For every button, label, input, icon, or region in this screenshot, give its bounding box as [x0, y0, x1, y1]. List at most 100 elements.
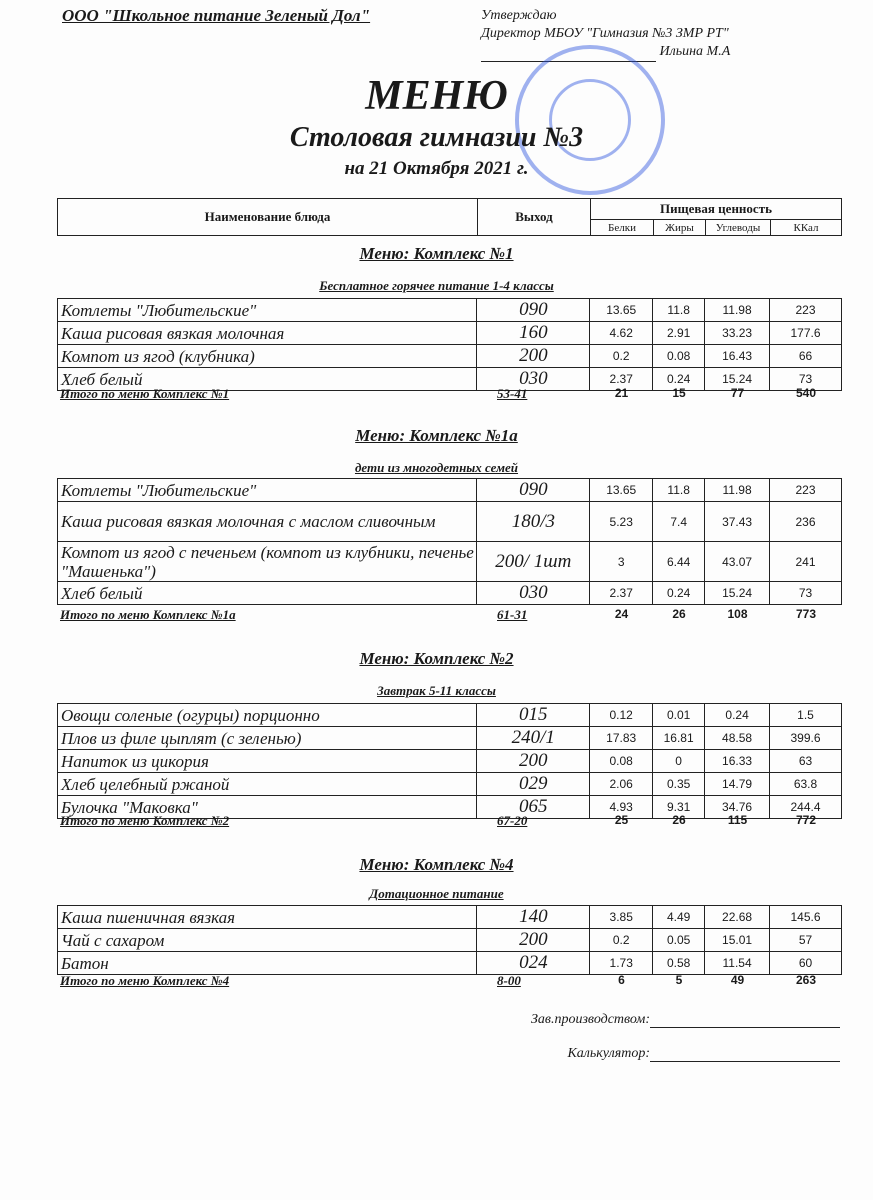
- fat: 0.08: [652, 344, 706, 368]
- total-label: Итого по меню Комплекс №1: [60, 386, 230, 401]
- col-nutrition: Пищевая ценность: [590, 198, 842, 220]
- total-carbs: 108: [727, 607, 748, 621]
- col-name: Наименование блюда: [57, 198, 478, 236]
- fat: 0.24: [652, 367, 706, 391]
- kcal: 223: [769, 298, 842, 322]
- col-fat: Жиры: [653, 219, 706, 236]
- kcal: 73: [769, 581, 842, 605]
- kcal: 63: [769, 749, 842, 773]
- section-title: Меню: Комплекс №4: [359, 855, 514, 874]
- fat: 7.4: [652, 501, 706, 542]
- protein: 3: [589, 541, 654, 582]
- total-price: 67-20: [497, 813, 528, 828]
- signature-production: Зав.производством:: [440, 1012, 840, 1028]
- fat: 16.81: [652, 726, 706, 750]
- protein: 13.65: [589, 298, 654, 322]
- page-subtitle: Столовая гимназии №3: [289, 122, 584, 153]
- total-carbs: 77: [730, 386, 745, 400]
- fat: 11.8: [652, 298, 706, 322]
- menu-table: Котлеты "Любительские" 090 13.65 11.8 11.98 2…: [56, 478, 842, 605]
- total-fat: 15: [672, 386, 686, 400]
- kcal: 73: [769, 367, 842, 391]
- fat: 4.49: [652, 905, 706, 929]
- col-kcal: ККал: [770, 219, 842, 236]
- output: 024: [476, 951, 591, 975]
- protein: 0.12: [589, 703, 654, 727]
- total-protein: 21: [614, 386, 629, 400]
- dish-name: Напиток из цикория: [56, 749, 478, 773]
- protein: 2.06: [589, 772, 654, 796]
- table-row: Плов из филе цыплят (с зеленью) 240/1 17.8…: [56, 726, 842, 750]
- kcal: 244.4: [769, 795, 842, 819]
- carbs: 11.98: [704, 478, 771, 502]
- output: 029: [476, 772, 591, 796]
- section-subtitle: дети из многодетных семей: [354, 460, 519, 475]
- table-row: Каша рисовая вязкая молочная с маслом сл…: [56, 501, 842, 542]
- fat: 2.91: [652, 321, 706, 345]
- dish-name: Компот из ягод (клубника): [56, 344, 478, 368]
- col-protein: Белки: [590, 219, 654, 236]
- output: 200: [476, 749, 591, 773]
- fat: 9.31: [652, 795, 706, 819]
- carbs: 22.68: [704, 905, 771, 929]
- menu-table: Каша пшеничная вязкая 140 3.85 4.49 22.68 145…: [56, 905, 842, 975]
- dish-name: Чай с сахаром: [56, 928, 478, 952]
- carbs: 33.23: [704, 321, 771, 345]
- section-title: Меню: Комплекс №1: [359, 244, 514, 263]
- kcal: 177.6: [769, 321, 842, 345]
- protein: 0.2: [589, 344, 654, 368]
- total-row: Итого по меню Комплекс №1 53-41 21 15 77 540: [57, 386, 842, 402]
- table-header: Наименование блюда Выход Пищевая ценност…: [57, 198, 842, 236]
- menu-date: на 21 Октября 2021 г.: [344, 158, 529, 179]
- table-row: Котлеты "Любительские" 090 13.65 11.8 11.98 2…: [56, 298, 842, 322]
- dish-name: Котлеты "Любительские": [56, 298, 478, 322]
- section-subtitle: Завтрак 5-11 классы: [377, 683, 496, 698]
- total-fat: 26: [672, 813, 686, 827]
- table-row: Напиток из цикория 200 0.08 0 16.33 63: [56, 749, 842, 773]
- fat: 0.24: [652, 581, 706, 605]
- fat: 0.05: [652, 928, 706, 952]
- output: 200: [476, 928, 591, 952]
- table-row: Хлеб белый 030 2.37 0.24 15.24 73: [56, 581, 842, 605]
- protein: 1.73: [589, 951, 654, 975]
- dish-name: Компот из ягод с печеньем (компот из клу…: [56, 541, 478, 582]
- carbs: 15.24: [704, 581, 771, 605]
- kcal: 60: [769, 951, 842, 975]
- carbs: 34.76: [704, 795, 771, 819]
- protein: 13.65: [589, 478, 654, 502]
- output: 140: [476, 905, 591, 929]
- kcal: 66: [769, 344, 842, 368]
- total-protein: 6: [618, 973, 625, 987]
- total-fat: 5: [675, 973, 683, 987]
- col-output: Выход: [477, 198, 591, 236]
- output: 015: [476, 703, 591, 727]
- fat: 0.01: [652, 703, 706, 727]
- total-label: Итого по меню Комплекс №1а: [60, 607, 236, 622]
- director-title: Директор МБОУ "Гимназия №3 ЗМР РТ": [481, 26, 729, 41]
- output: 030: [476, 367, 591, 391]
- dish-name: Хлеб белый: [56, 581, 478, 605]
- total-fat: 26: [672, 607, 686, 621]
- output: 200: [476, 344, 591, 368]
- director-name: Ильина М.А: [659, 44, 731, 59]
- signature-calculator: Калькулятор:: [440, 1046, 840, 1062]
- table-row: Хлеб белый 030 2.37 0.24 15.24 73: [56, 367, 842, 391]
- table-row: Каша пшеничная вязкая 140 3.85 4.49 22.68 145…: [56, 905, 842, 929]
- fat: 6.44: [652, 541, 706, 582]
- carbs: 16.43: [704, 344, 771, 368]
- total-price: 61-31: [497, 607, 528, 622]
- output: 090: [476, 478, 591, 502]
- total-row: Итого по меню Комплекс №2 67-20 25 26 115 772: [57, 813, 842, 829]
- organization-name: ООО "Школьное питание Зеленый Дол": [62, 6, 371, 25]
- table-row: Булочка "Маковка" 065 4.93 9.31 34.76 244.4: [56, 795, 842, 819]
- total-row: Итого по меню Комплекс №4 8-00 6 5 49 263: [57, 973, 842, 989]
- output: 200/ 1шт: [476, 541, 591, 582]
- total-protein: 25: [614, 813, 629, 827]
- dish-name: Батон: [56, 951, 478, 975]
- production-label: Зав.производством:: [530, 1012, 650, 1027]
- dish-name: Овощи соленые (огурцы) порционно: [56, 703, 478, 727]
- kcal: 223: [769, 478, 842, 502]
- carbs: 37.43: [704, 501, 771, 542]
- dish-name: Хлеб целебный ржаной: [56, 772, 478, 796]
- fat: 0.35: [652, 772, 706, 796]
